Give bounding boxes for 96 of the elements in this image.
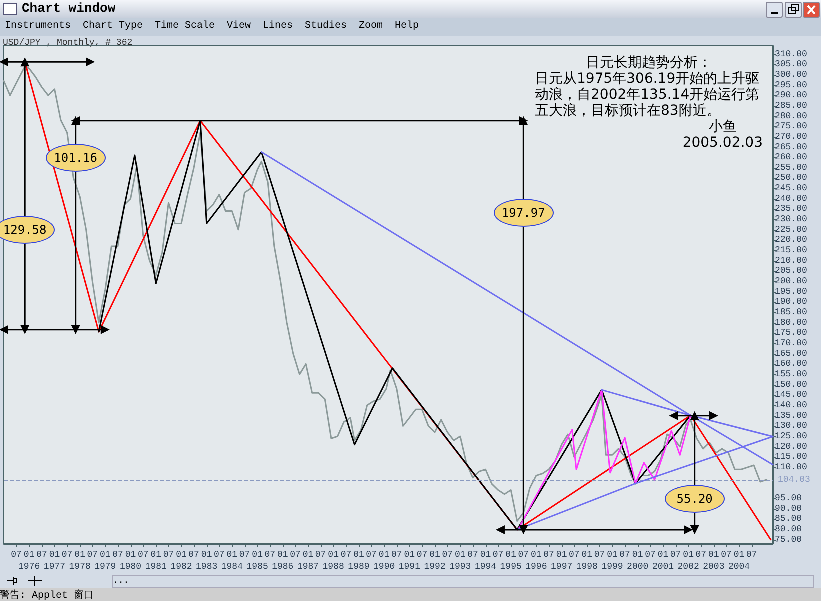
y-tick-label: 190.00 [775,297,808,308]
x-tick-label: 07 [62,549,73,561]
x-tick-label: 07 [568,549,580,561]
y-tick-label: 245.00 [775,184,808,194]
x-tick-label: 07 [721,549,732,561]
x-tick-label: 07 [746,549,758,561]
x-tick-label: 07 [112,549,124,561]
annotation: 55.20 [664,484,725,513]
x-tick-label: 07 [290,549,301,561]
text: Chart Type [83,21,144,32]
annotation: 129.58 [0,216,56,244]
y-tick-label: 145.00 [775,390,808,400]
y-tick-label: 125.00 [775,432,808,442]
x-tick-label: 07 [138,549,149,561]
annotation: 197.97 [494,199,554,228]
y-tick-label: 180.00 [775,318,808,328]
y-tick-label: 95.00 [775,494,802,504]
y-tick-label: 75.00 [775,534,802,545]
text: Zoom [359,21,384,32]
y-tick-label: 195.00 [775,286,808,297]
x-tick-label: 07 [11,549,22,561]
y-tick-label: 200.00 [775,276,808,287]
text: View [227,21,252,32]
y-tick-label: 130.00 [775,421,808,432]
x-tick-label: 07 [36,549,48,561]
y-tick-label: 280.00 [775,111,808,122]
text: ... [112,575,814,588]
text: Instruments [5,21,72,32]
x-tick-label: 07 [670,549,682,561]
y-tick-label: 290.00 [775,90,808,101]
y-tick-label: 305.00 [775,60,808,70]
annotation: 小鱼 [708,119,738,135]
y-tick-label: 260.00 [775,152,808,163]
y-tick-label: 220.00 [775,235,808,246]
x-tick-label: 07 [645,549,656,561]
y-tick-label: 215.00 [775,246,808,256]
y-tick-label: 210.00 [775,256,808,266]
annotation: 101.16 [46,144,106,172]
text: Time Scale [155,21,216,32]
y-tick-label: 90.00 [775,504,802,514]
x-tick-label: 07 [468,549,478,561]
y-tick-label: 225.00 [775,224,808,235]
annotation: 2005.02.03 [682,135,763,151]
x-tick-label: 07 [416,549,428,561]
y-tick-label: 230.00 [775,214,808,225]
y-tick-label: 175.00 [775,328,808,338]
x-tick-label: 07 [442,549,454,561]
y-tick-label: 285.00 [775,100,808,111]
x-tick-label: 07 [87,549,98,561]
text: 日元长期趋势分析： [585,55,713,71]
y-tick-label: 275.00 [775,122,808,132]
y-tick-label: 185.00 [775,308,808,318]
y-tick-label: 150.00 [775,380,808,390]
y-tick-label: 255.00 [775,162,808,173]
y-tick-label: 80.00 [775,524,802,535]
y-tick-label: 300.00 [775,70,808,80]
y-tick-label: 170.00 [775,338,808,349]
y-tick-label: 85.00 [775,514,802,524]
ref-line-label: 104.03 [778,474,810,485]
text: Chart window [22,1,116,16]
y-tick-label: 110.00 [775,462,808,473]
y-tick-label: 265.00 [775,142,808,152]
text: Lines [263,21,294,32]
y-tick-label: 205.00 [775,266,808,276]
y-tick-label: 115.00 [775,452,808,462]
x-tick-label: 07 [620,549,630,561]
x-tick-label: 07 [594,549,606,561]
x-tick-label: 07 [163,549,174,561]
x-tick-label: 07 [391,549,402,561]
x-tick-label: 07 [239,549,250,561]
x-tick-label: 07 [492,549,504,561]
x-tick-label: 07 [340,549,352,561]
text: Studies [305,21,348,32]
y-tick-label: 235.00 [775,204,808,214]
y-tick-label: 310.00 [775,49,808,60]
y-tick-label: 165.00 [775,348,808,359]
y-tick-label: 160.00 [775,359,808,370]
text: Help [395,21,420,32]
y-tick-label: 270.00 [775,132,808,142]
y-tick-label: 295.00 [775,80,808,90]
y-tick-label: 155.00 [775,370,808,380]
y-tick-label: 240.00 [775,194,808,204]
x-tick-label: 07 [366,549,377,561]
y-tick-label: 135.00 [775,410,808,421]
annotation: 日元从1975年306.19开始的上升驱动浪，自2002年135.14开始运行第五大浪，目标预计在83附近。 [535,71,761,119]
x-tick-label: 07 [518,549,530,561]
y-tick-label: 250.00 [775,173,808,184]
x-tick-label: 07 [264,549,276,561]
x-tick-label: 07 [315,549,326,561]
x-tick-label: 07 [544,549,554,561]
y-tick-label: 140.00 [775,400,808,411]
y-tick-label: 120.00 [775,442,808,452]
x-tick-label: 07 [696,549,707,561]
x-tick-label: 07 [188,549,200,561]
x-tick-label: 07 [214,549,225,561]
text: 警告: Applet 窗口 [0,588,821,601]
